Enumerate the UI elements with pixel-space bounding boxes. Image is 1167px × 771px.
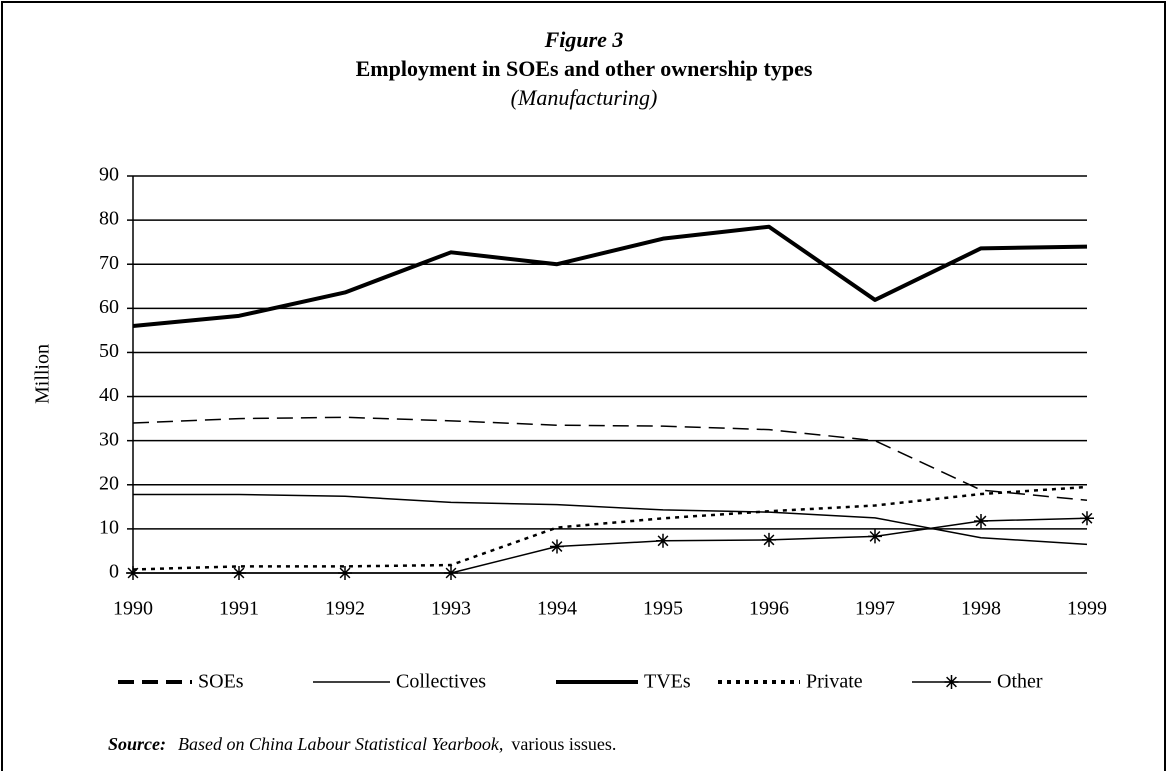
x-tick-label: 1991 [219, 598, 259, 620]
point-marker [762, 532, 776, 547]
x-tick-label: 1995 [643, 598, 683, 620]
point-marker [1080, 511, 1094, 526]
y-tick-label: 60 [99, 296, 119, 318]
x-tick-label: 1996 [749, 598, 789, 620]
source-tail: various issues. [511, 734, 616, 754]
y-tick-label: 30 [99, 428, 119, 450]
y-tick-label: 80 [99, 208, 119, 230]
y-tick-label: 50 [99, 340, 119, 362]
x-tick-label: 1999 [1067, 598, 1107, 620]
legend-label: Private [806, 671, 863, 693]
x-tick-label: 1990 [113, 598, 153, 620]
x-tick-label: 1997 [855, 598, 895, 620]
point-marker [656, 533, 670, 548]
point-marker [126, 566, 140, 580]
point-marker [232, 566, 246, 580]
y-axis-label: Million [32, 344, 54, 404]
x-tick-label: 1994 [537, 598, 577, 620]
chart-subtitle: (Manufacturing) [511, 85, 658, 110]
source-label: Source: [108, 734, 166, 754]
point-marker [444, 566, 458, 580]
x-tick-label: 1998 [961, 598, 1001, 620]
series-line [133, 493, 1088, 546]
y-tick-label: 20 [99, 472, 119, 494]
series-line [132, 224, 1088, 328]
y-tick-label: 10 [99, 516, 119, 538]
series-line [132, 485, 1088, 571]
point-marker [550, 539, 564, 554]
y-tick-label: 40 [99, 384, 119, 406]
point-marker [338, 566, 352, 580]
legend-label: Collectives [396, 671, 486, 693]
legend-label: Other [997, 671, 1043, 693]
y-tick-label: 90 [99, 164, 119, 186]
y-tick-label: 0 [109, 561, 119, 583]
source: Source: Based on China Labour Statistical… [108, 734, 616, 754]
chart-title: Employment in SOEs and other ownership t… [356, 56, 813, 81]
series-line [133, 517, 1088, 574]
x-tick-label: 1993 [431, 598, 471, 620]
series-line [132, 416, 1088, 501]
point-marker [974, 513, 988, 528]
source-text: Based on China Labour Statistical Yearbo… [178, 734, 503, 754]
y-tick-label: 70 [99, 252, 119, 274]
legend-marker [944, 675, 959, 689]
x-tick-label: 1992 [325, 598, 365, 620]
figure-label: Figure 3 [544, 27, 624, 52]
legend-label: SOEs [198, 671, 244, 693]
point-marker [868, 529, 882, 544]
legend-label: TVEs [644, 671, 691, 693]
